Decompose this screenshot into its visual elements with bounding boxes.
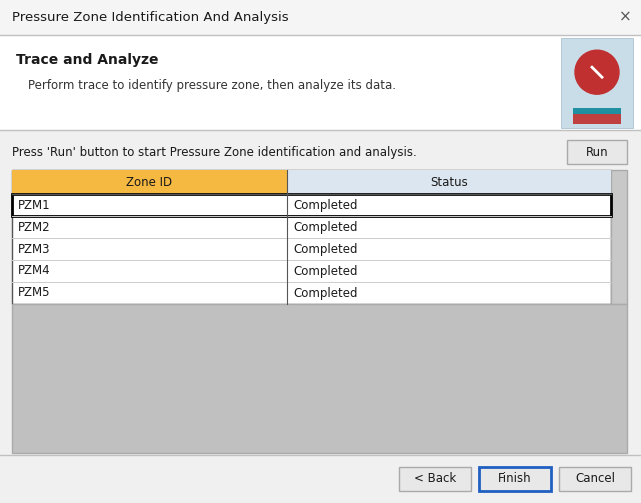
Text: PZM3: PZM3 <box>18 242 51 256</box>
Text: Zone ID: Zone ID <box>126 176 172 189</box>
Text: Pressure Zone Identification And Analysis: Pressure Zone Identification And Analysi… <box>12 11 288 24</box>
Bar <box>0 130 641 455</box>
Text: Completed: Completed <box>293 265 358 278</box>
Circle shape <box>575 50 619 94</box>
Bar <box>287 170 611 194</box>
Text: Run: Run <box>586 145 608 158</box>
Text: Finish: Finish <box>498 472 532 485</box>
Text: Cancel: Cancel <box>575 472 615 485</box>
Text: Trace and Analyze: Trace and Analyze <box>16 53 158 67</box>
Bar <box>573 114 621 124</box>
Text: PZM4: PZM4 <box>18 265 51 278</box>
Text: PZM1: PZM1 <box>18 199 51 211</box>
Bar <box>0 35 641 130</box>
Text: Status: Status <box>430 176 468 189</box>
Text: Press 'Run' button to start Pressure Zone identification and analysis.: Press 'Run' button to start Pressure Zon… <box>12 145 417 158</box>
Bar <box>0 455 641 503</box>
Bar <box>479 467 551 491</box>
Bar <box>561 38 633 128</box>
Text: Completed: Completed <box>293 287 358 299</box>
Text: < Back: < Back <box>414 472 456 485</box>
Text: Completed: Completed <box>293 199 358 211</box>
Bar <box>573 108 621 114</box>
Text: PZM2: PZM2 <box>18 220 51 233</box>
Bar <box>567 140 627 164</box>
Bar <box>12 170 287 194</box>
Bar <box>611 170 627 304</box>
Bar <box>559 467 631 491</box>
Bar <box>12 170 611 304</box>
Text: Perform trace to identify pressure zone, then analyze its data.: Perform trace to identify pressure zone,… <box>28 78 396 92</box>
Bar <box>399 467 471 491</box>
Text: ×: × <box>619 10 631 25</box>
Bar <box>12 304 627 453</box>
Bar <box>0 0 641 35</box>
Bar <box>12 194 611 216</box>
Text: Completed: Completed <box>293 242 358 256</box>
Text: PZM5: PZM5 <box>18 287 51 299</box>
Text: Completed: Completed <box>293 220 358 233</box>
